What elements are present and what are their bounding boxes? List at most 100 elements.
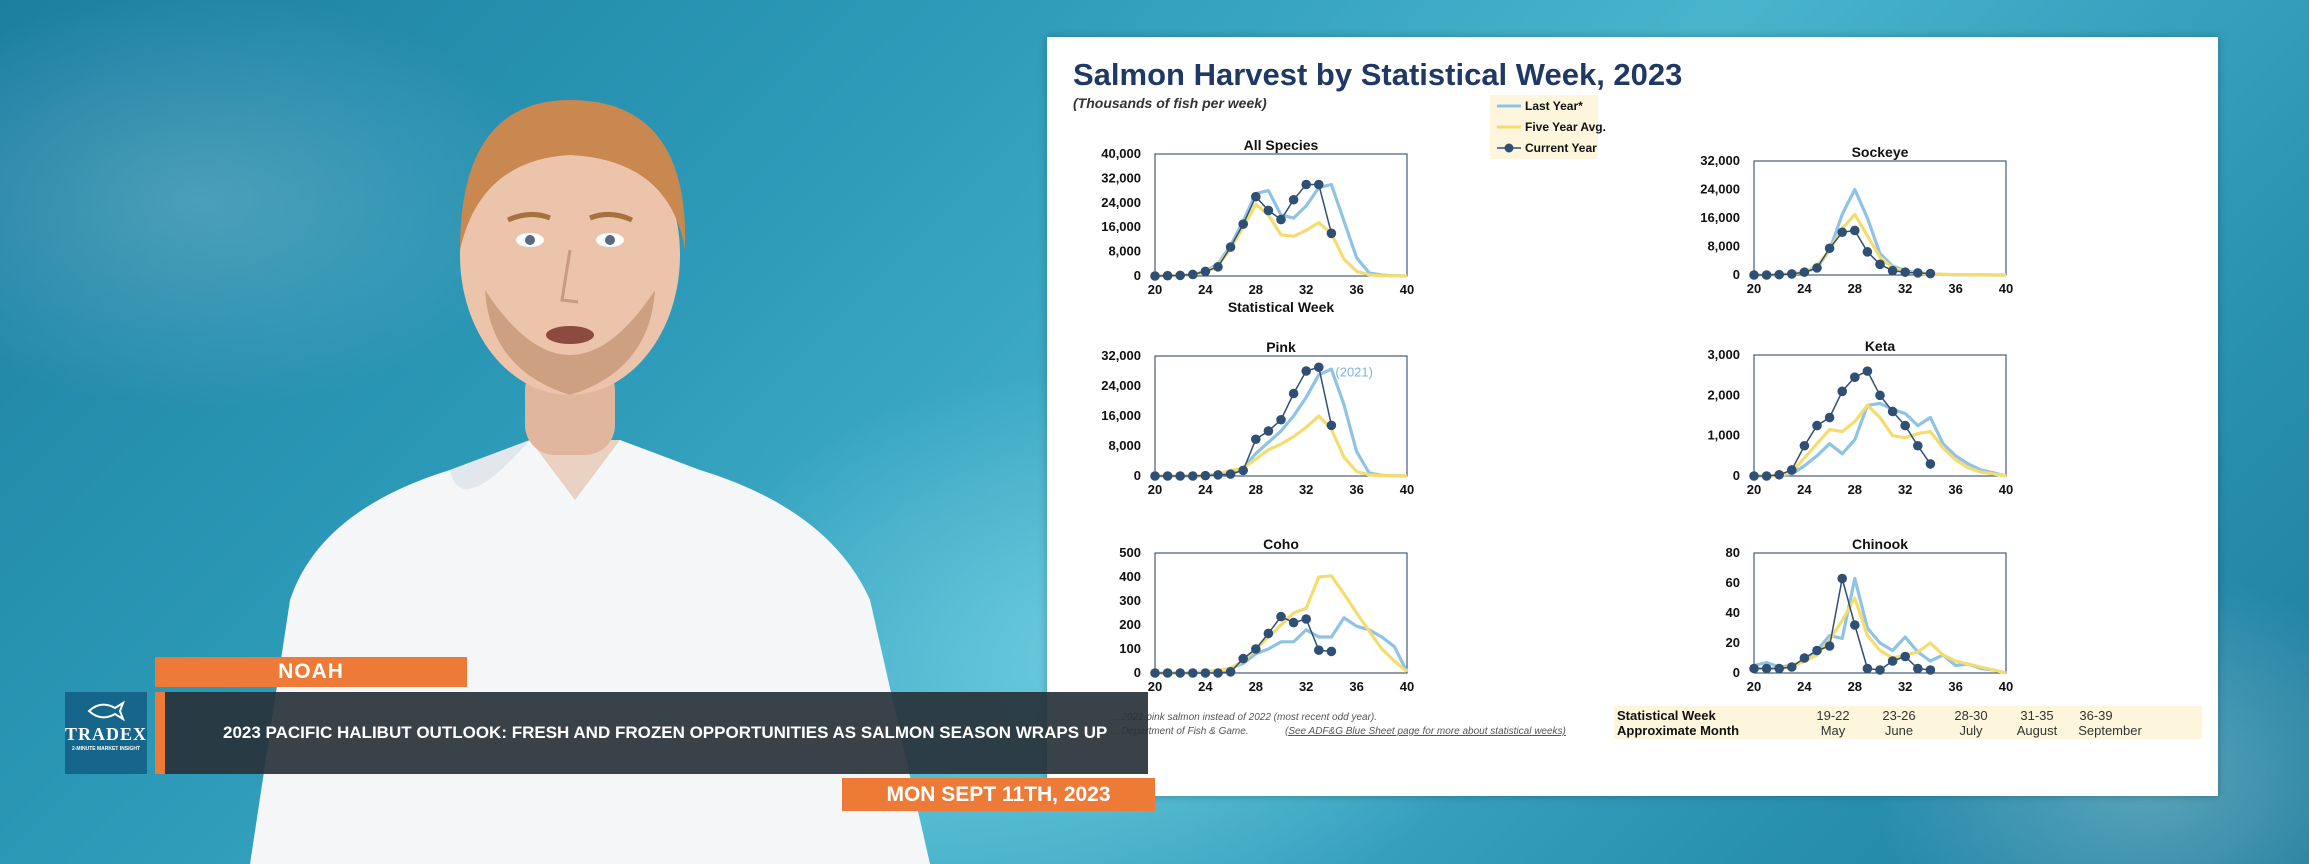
current-year-point [1238,465,1248,476]
y-tick-label: 0 [1134,665,1141,680]
y-tick-label: 8,000 [1707,239,1740,254]
current-year-point [1824,641,1835,651]
y-tick-label: 400 [1119,569,1141,584]
x-tick-label: 24 [1797,482,1812,497]
current-year-point [1162,668,1173,678]
current-year-point [1913,268,1923,278]
legend-five-year: Five Year Avg. [1525,120,1606,134]
current-year-point [1774,269,1784,280]
current-year-point [1301,366,1311,376]
x-tick-label: 36 [1349,282,1363,297]
current-year-point [1200,470,1211,481]
legend: Last Year* Five Year Avg. Current Year [1490,95,1606,159]
month-label: May [1821,723,1846,738]
y-tick-label: 80 [1726,545,1740,560]
y-tick-label: 0 [1134,268,1141,283]
y-tick-label: 16,000 [1101,219,1141,234]
series-last-year-line [1753,576,2007,675]
current-year-point [1150,471,1160,481]
current-year-point [1251,434,1261,445]
current-year-point [1150,668,1160,678]
footnote-1: ...2021 pink salmon instead of 2022 (mos… [1113,712,1377,723]
harvest-charts: All Species 0 8,000 16,000 24,000 32,000 40,00… [1101,95,2202,739]
chart-subtitle-label: Keta [1865,338,1896,354]
current-year-point [1850,225,1860,236]
y-tick-label: 40 [1726,605,1740,620]
current-year-point [1837,573,1847,584]
current-year-point [1188,668,1198,678]
current-year-point [1251,644,1261,654]
x-tick-label: 32 [1898,482,1912,497]
x-tick-label: 20 [1747,679,1761,694]
y-tick-label: 3,000 [1707,347,1740,362]
current-year-point [1238,653,1248,664]
week-range: 31-35 [2020,708,2053,723]
current-year-point [1749,270,1759,280]
x-tick-label: 40 [1400,482,1414,497]
current-year-point [1887,406,1898,417]
current-year-point [1875,390,1885,401]
current-year-point [1162,270,1173,281]
y-tick-label: 60 [1726,575,1740,590]
current-year-point [1188,269,1198,280]
chart-subtitle-label: Coho [1263,536,1299,552]
x-tick-label: 28 [1848,281,1862,296]
current-year-point [1326,646,1337,657]
current-year-point [1749,471,1759,481]
x-tick-label: 24 [1797,281,1812,296]
x-tick-label: 28 [1249,282,1263,297]
month-label: June [1885,723,1913,738]
current-year-point [1263,628,1274,639]
current-year-point [1288,617,1299,628]
current-year-point [1301,179,1311,190]
x-tick-label: 28 [1848,679,1862,694]
y-tick-label: 1,000 [1707,428,1740,443]
headline-accent [155,692,165,774]
x-tick-label: 32 [1299,482,1313,497]
current-year-point [1175,668,1185,678]
x-tick-label: 36 [1948,482,1962,497]
x-tick-label: 24 [1198,679,1213,694]
current-year-point [1175,270,1185,281]
current-year-point [1925,665,1936,675]
current-year-point [1887,656,1898,666]
footnote-link[interactable]: (See ADF&G Blue Sheet page for more abou… [1285,726,1566,737]
x-tick-label: 36 [1948,281,1962,296]
month-row-label: Approximate Month [1617,723,1739,738]
x-tick-label: 28 [1249,482,1263,497]
chart-pink: Pink 0 8,000 16,000 24,000 32,000 20 24 28 32 36 40… [1101,339,1414,497]
current-year-point [1150,271,1160,281]
presenter-name: NOAH [278,660,344,683]
current-year-point [1225,469,1236,479]
current-year-point [1276,214,1286,225]
current-year-point [1314,179,1324,190]
y-tick-label: 0 [1733,468,1740,483]
current-year-point [1749,663,1759,674]
x-tick-label: 40 [1999,281,2013,296]
y-tick-label: 8,000 [1108,438,1141,453]
y-tick-label: 0 [1733,267,1740,282]
current-year-point [1288,194,1299,205]
current-year-point [1263,426,1274,436]
x-tick-label: 20 [1148,679,1162,694]
current-year-point [1238,219,1248,229]
x-tick-label: 20 [1747,281,1761,296]
chart-panel: Salmon Harvest by Statistical Week, 2023… [1047,37,2218,796]
y-tick-label: 300 [1119,593,1141,608]
x-tick-label: 20 [1148,282,1162,297]
series-five-year-line [1754,596,2007,675]
y-tick-label: 0 [1134,468,1141,483]
x-tick-label: 40 [1999,482,2013,497]
current-year-point [1812,645,1822,656]
chart-subtitle-label: All Species [1244,137,1319,153]
week-table: Statistical Week Approximate Month 19-22… [1614,706,2202,739]
current-year-point [1799,267,1810,277]
current-year-point [1913,663,1923,674]
current-year-point [1862,247,1873,257]
logo-brand: TRADEX [65,724,148,744]
footnote-2: ...Department of Fish & Game. [1113,726,1249,737]
series-five-year-line [1155,574,1409,675]
current-year-point [1925,268,1936,279]
chart-chinook: Chinook 0 20 40 60 80 20 24 28 32 36 40 [1726,536,2014,694]
chart-all-species: All Species 0 8,000 16,000 24,000 32,000 40,00… [1101,137,1414,315]
